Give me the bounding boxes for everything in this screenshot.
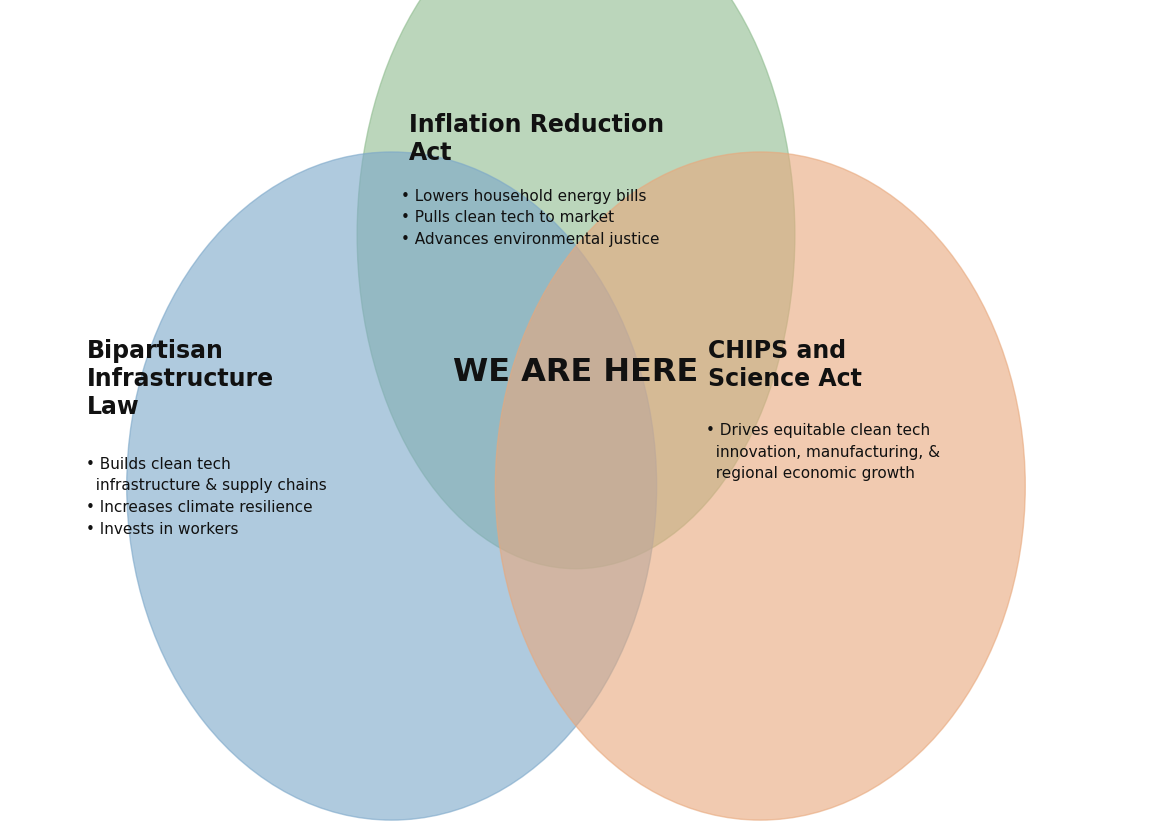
Text: • Drives equitable clean tech
  innovation, manufacturing, &
  regional economic: • Drives equitable clean tech innovation… [706, 423, 940, 481]
Text: Inflation Reduction
Act: Inflation Reduction Act [409, 113, 664, 165]
Ellipse shape [495, 152, 1025, 820]
Text: WE ARE HERE: WE ARE HERE [454, 358, 698, 388]
Text: CHIPS and
Science Act: CHIPS and Science Act [708, 339, 863, 391]
Text: • Lowers household energy bills
• Pulls clean tech to market
• Advances environm: • Lowers household energy bills • Pulls … [401, 189, 659, 246]
Ellipse shape [357, 0, 795, 569]
Text: • Builds clean tech
  infrastructure & supply chains
• Increases climate resilie: • Builds clean tech infrastructure & sup… [86, 457, 327, 536]
Ellipse shape [127, 152, 657, 820]
Text: Bipartisan
Infrastructure
Law: Bipartisan Infrastructure Law [86, 339, 273, 419]
